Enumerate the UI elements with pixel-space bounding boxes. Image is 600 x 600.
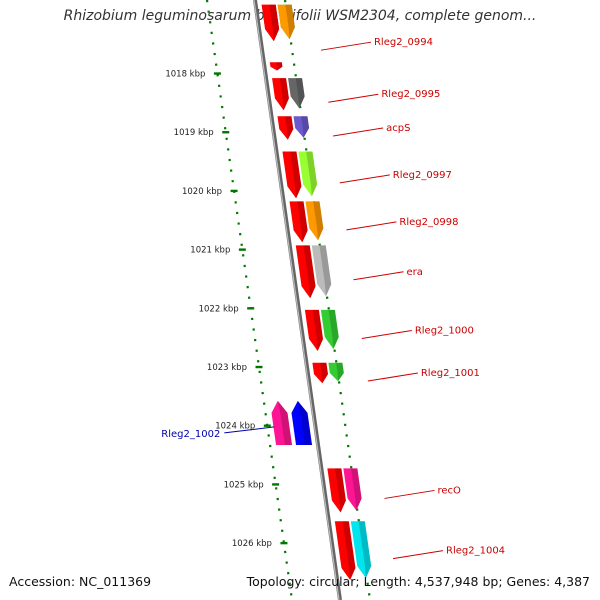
feature-arrow-rleg2-0998[interactable] [305, 201, 324, 241]
feature-arrow-reco-shade [351, 468, 362, 511]
cds-arrow-rleg2-1004[interactable] [334, 521, 356, 580]
tick-dotted-guides [205, 0, 372, 600]
gene-labels-layer: Rleg2_0994 Rleg2_0995 acpS Rleg2_0997 Rleg2_… [161, 37, 505, 560]
gene-label-rleg2-1000[interactable]: Rleg2_1000 [415, 325, 474, 336]
feature-arrow-era-shade [319, 245, 332, 297]
backbone-line [253, 0, 342, 600]
backbone-highlight [253, 0, 340, 600]
tick-label: 1026 kbp [232, 539, 272, 549]
label-leader-reco [384, 489, 435, 499]
tick-label: 1018 kbp [165, 70, 205, 80]
cds-arrow-rleg2-0998[interactable] [289, 201, 308, 243]
gene-label-rleg2-1002[interactable]: Rleg2_1002 [161, 429, 220, 440]
feature-arrow-rleg2-1004[interactable] [350, 521, 372, 578]
gene-label-rleg2-1004[interactable]: Rleg2_1004 [446, 546, 505, 557]
gene-label-rleg2-0998[interactable]: Rleg2_0998 [399, 217, 458, 228]
label-leader-rleg2-0994 [320, 41, 372, 51]
tick-label: 1020 kbp [182, 187, 222, 197]
gene-label-reco[interactable]: recO [437, 485, 461, 496]
feature-arrow-acps[interactable] [293, 116, 310, 138]
label-leader-rleg2-1001 [367, 372, 418, 382]
tick-label: 1022 kbp [199, 304, 239, 314]
label-leader-rleg2-0998 [346, 221, 397, 231]
cds-arrow-era-shade [303, 245, 316, 299]
label-leader-rleg2-1000 [361, 329, 412, 339]
cds-arrow-feature-1-shade [269, 4, 280, 42]
tick-label: 1021 kbp [190, 246, 230, 256]
cds-arrow-rleg2-1001-shade [320, 362, 328, 384]
backbone [253, 0, 342, 600]
feature-arrow-rleg2-1001-shade [336, 362, 344, 382]
accession-text: Accession: NC_011369 [9, 574, 152, 589]
map-title: Rhizobium leguminosarum bv. trifolii WSM… [63, 8, 537, 24]
gene-label-rleg2-1001[interactable]: Rleg2_1001 [421, 368, 480, 379]
tick-label: 1023 kbp [207, 363, 247, 373]
cds-arrow-feature-3-shade [276, 62, 283, 71]
label-leader-rleg2-0997 [339, 174, 390, 184]
feature-arrow-rleg2-1000[interactable] [320, 309, 339, 350]
cds-arrow-era[interactable] [295, 245, 316, 299]
cds-arrow-reco[interactable] [327, 468, 346, 513]
cds-arrow-rleg2-1000[interactable] [304, 309, 324, 352]
tick-label: 1025 kbp [224, 480, 264, 490]
cds-arrow-feature-3[interactable] [269, 62, 283, 71]
label-leader-rleg2-1004 [392, 550, 444, 560]
label-leader-rleg2-1002 [224, 426, 275, 434]
label-leader-rleg2-0995 [328, 93, 379, 103]
feature-arrow-rleg2-0998-shade [313, 201, 324, 241]
gene-label-acps[interactable]: acpS [386, 123, 410, 134]
gene-label-rleg2-0994[interactable]: Rleg2_0994 [374, 37, 433, 48]
feature-arrow-rleg2-1000-shade [328, 309, 339, 350]
feature-arrow-rleg2-0997[interactable] [298, 151, 318, 197]
feature-arrow-feature-1[interactable] [277, 4, 295, 40]
cds-arrow-rleg2-1001[interactable] [312, 362, 328, 384]
topology-text: Topology: circular; Length: 4,537,948 bp… [246, 574, 590, 589]
tick-label: 1024 kbp [215, 422, 255, 432]
feature-arrow-era[interactable] [311, 245, 332, 297]
cds-arrow-feature-1[interactable] [261, 4, 280, 42]
feature-arrow-rleg2-1002-shade [277, 400, 293, 445]
cds-arrow-rleg2-1000-shade [312, 309, 324, 352]
feature-arrow-feature-12[interactable] [291, 400, 313, 445]
tick-label: 1019 kbp [174, 128, 214, 138]
ticks-layer: 1018 kbp 1019 kbp 1020 kbp 1021 kbp 1022 kbp… [165, 70, 288, 549]
feature-arrow-rleg2-1001[interactable] [328, 362, 344, 382]
cds-arrow-rleg2-0997-shade [290, 151, 302, 199]
label-leader-acps [333, 127, 384, 137]
feature-arrow-rleg2-0995[interactable] [288, 78, 305, 109]
gene-label-era[interactable]: era [407, 267, 423, 278]
cds-arrow-rleg2-0998-shade [297, 201, 308, 243]
feature-arrow-acps-shade [301, 116, 310, 138]
feature-arrow-feature-12-shade [297, 400, 313, 445]
cds-arrow-acps-shade [285, 116, 294, 140]
feature-arrow-rleg2-0997-shade [306, 151, 318, 197]
label-leader-era [353, 271, 404, 281]
cds-arrow-rleg2-0995[interactable] [272, 78, 289, 111]
cds-arrow-rleg2-0997[interactable] [282, 151, 302, 199]
cds-arrow-rleg2-1004-shade [342, 521, 356, 580]
feature-arrow-rleg2-1004-shade [358, 521, 372, 578]
feature-arrow-feature-1-shade [285, 4, 295, 40]
left-dotted-guide [205, 0, 294, 600]
feature-arrow-rleg2-0995-shade [295, 78, 305, 109]
genes-layer [261, 4, 372, 580]
cds-arrow-rleg2-0995-shade [279, 78, 289, 111]
gene-label-rleg2-0995[interactable]: Rleg2_0995 [381, 89, 440, 100]
gene-label-rleg2-0997[interactable]: Rleg2_0997 [393, 170, 452, 181]
cds-arrow-acps[interactable] [277, 116, 294, 140]
feature-arrow-rleg2-1002[interactable] [271, 400, 293, 445]
cds-arrow-reco-shade [335, 468, 346, 513]
feature-arrow-reco[interactable] [343, 468, 362, 511]
